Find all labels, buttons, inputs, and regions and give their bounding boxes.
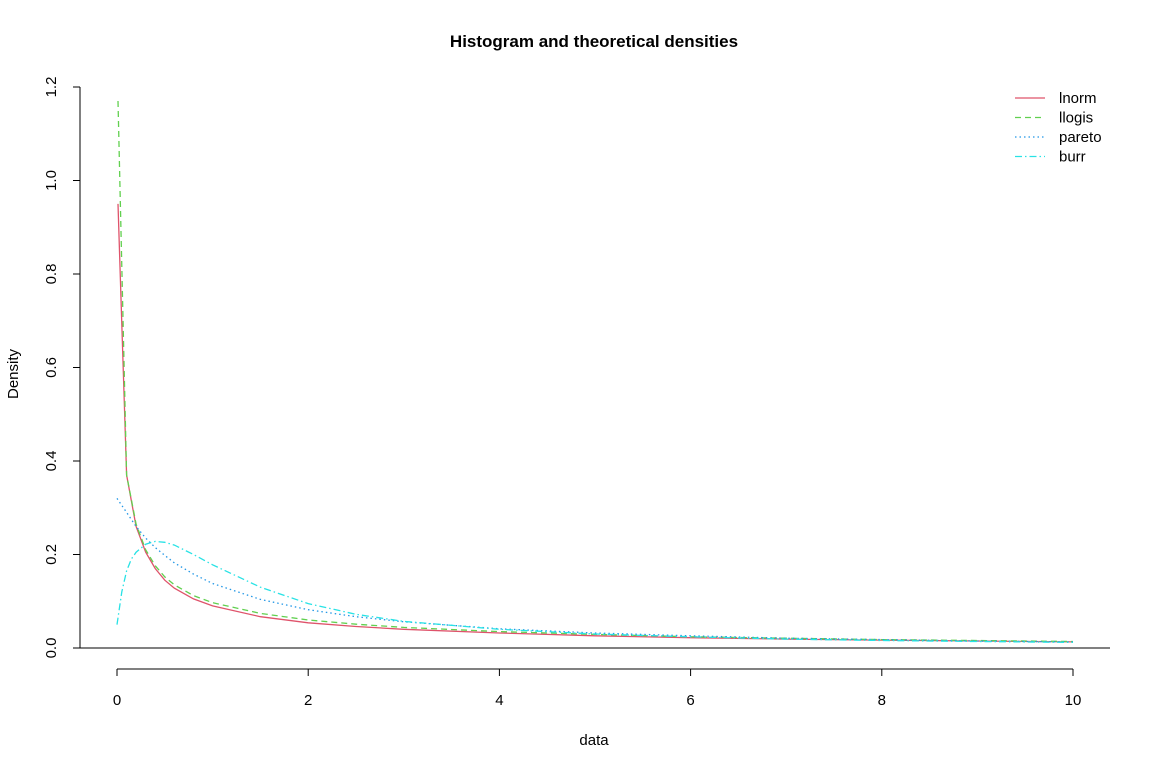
- chart-title: Histogram and theoretical densities: [450, 32, 738, 51]
- x-tick-label: 8: [878, 692, 886, 709]
- series-line-llogis: [117, 100, 1074, 643]
- series-line-lnorm: [117, 203, 1074, 643]
- x-axis-label: data: [579, 732, 609, 749]
- x-tick-label: 4: [495, 692, 503, 709]
- plot-area: [80, 100, 1110, 649]
- y-axis: 0.0 0.2 0.4 0.6 0.8 1.0 1.2: [43, 77, 81, 659]
- series-line-burr: [116, 540, 1074, 644]
- legend-label-pareto: pareto: [1059, 129, 1102, 146]
- y-tick-label: 0.0: [43, 638, 60, 659]
- x-tick-label: 0: [113, 692, 121, 709]
- y-tick-label: 0.4: [43, 451, 60, 472]
- x-tick-label: 2: [304, 692, 312, 709]
- series-line-pareto: [116, 498, 1074, 643]
- y-tick-label: 0.6: [43, 357, 60, 378]
- y-tick-label: 0.2: [43, 544, 60, 565]
- y-tick-label: 1.0: [43, 170, 60, 191]
- y-axis-label: Density: [5, 348, 22, 399]
- legend: lnorm llogis pareto burr: [1015, 90, 1102, 166]
- legend-label-burr: burr: [1059, 149, 1086, 166]
- y-tick-label: 0.8: [43, 264, 60, 285]
- y-tick-label: 1.2: [43, 77, 60, 98]
- x-tick-label: 6: [686, 692, 694, 709]
- legend-label-llogis: llogis: [1059, 110, 1093, 127]
- x-tick-label: 10: [1065, 692, 1082, 709]
- x-axis: 0 2 4 6 8 10: [113, 668, 1082, 709]
- legend-label-lnorm: lnorm: [1059, 90, 1097, 107]
